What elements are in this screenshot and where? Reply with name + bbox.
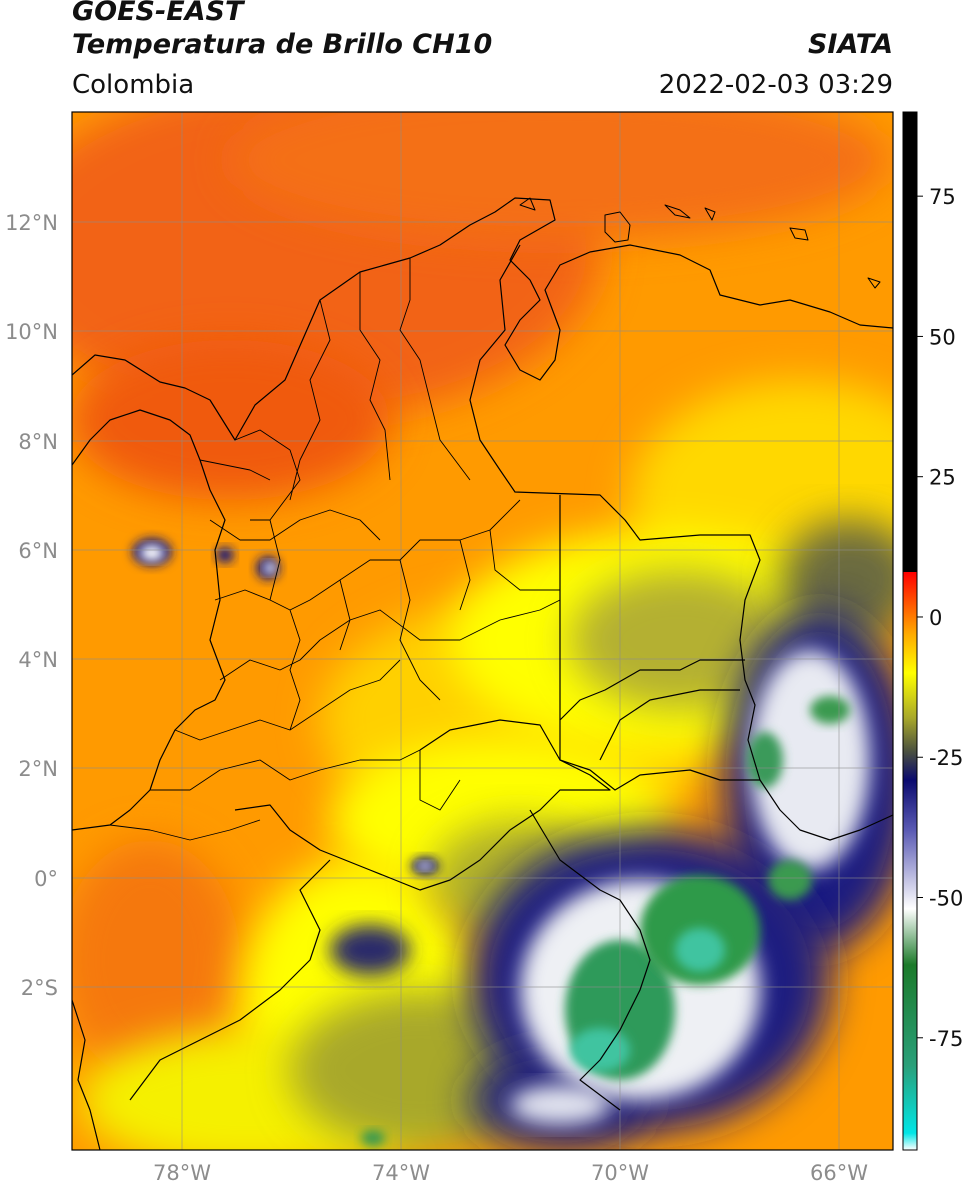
ecuador-coast — [72, 999, 101, 1150]
colorbar: 75 50 25 0 -25 -50 -75 — [902, 111, 963, 1151]
lat-label: 0° — [34, 867, 58, 891]
product-title: Temperatura de Brillo CH10 — [72, 29, 493, 60]
boundaries — [72, 197, 893, 1150]
lat-label: 2°S — [21, 976, 58, 1000]
venezuela-brazil-border — [599, 689, 740, 761]
longitude-labels: 78°W 74°W 70°W 66°W — [153, 1161, 868, 1185]
peru-brazil-border — [529, 809, 651, 1111]
colorbar-tick-label: -50 — [929, 887, 963, 911]
colorbar-tick-label: 75 — [929, 185, 956, 209]
organization-label: SIATA — [807, 29, 893, 60]
lat-label: 2°N — [18, 757, 58, 781]
colorbar-tick-label: -75 — [929, 1027, 963, 1051]
pacific-coastline — [72, 409, 226, 831]
colorbar-tick-label: 0 — [929, 606, 942, 630]
lat-label: 10°N — [5, 320, 58, 344]
lon-label: 74°W — [372, 1161, 430, 1185]
satellite-image — [72, 112, 893, 1150]
colorbar-tick-label: 50 — [929, 325, 956, 349]
lat-label: 6°N — [18, 539, 58, 563]
lon-label: 66°W — [810, 1161, 868, 1185]
peru-ecuador-border — [129, 859, 331, 1101]
lat-label: 4°N — [18, 648, 58, 672]
map-frame — [71, 111, 894, 1151]
colombia-peru-border — [234, 719, 611, 891]
caribbean-coastline — [72, 197, 893, 441]
colombia-venezuela-border — [469, 244, 893, 841]
colorbar-tick-label: -25 — [929, 746, 963, 770]
colorbar-tick-label: 25 — [929, 466, 956, 490]
colorbar-frame — [902, 111, 918, 1151]
lon-label: 78°W — [153, 1161, 211, 1185]
datetime-label: 2022-02-03 03:29 — [658, 70, 893, 100]
department-lines — [109, 258, 561, 841]
region-label: Colombia — [72, 70, 195, 100]
islands — [519, 197, 881, 289]
lat-label: 8°N — [18, 430, 58, 454]
lon-label: 70°W — [591, 1161, 649, 1185]
satellite-title: GOES-EAST — [72, 0, 244, 27]
colorbar-gradient — [903, 112, 917, 1150]
graticule — [72, 112, 893, 1150]
latitude-labels: 12°N 10°N 8°N 6°N 4°N 2°N 0° 2°S — [5, 211, 58, 1000]
lat-label: 12°N — [5, 211, 58, 235]
colombia-brazil-border — [559, 659, 760, 791]
